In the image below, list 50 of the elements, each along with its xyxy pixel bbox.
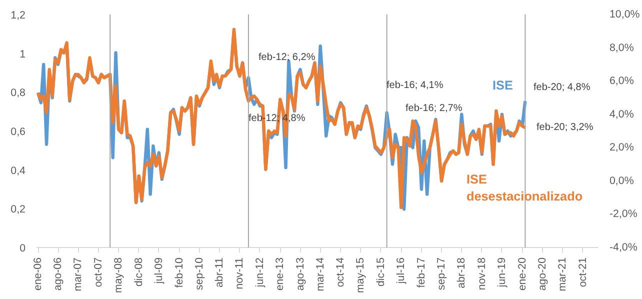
y2-tick-label: 6,0% xyxy=(610,75,634,88)
x-tick-label: nov-18 xyxy=(476,257,488,290)
y2-tick-label: 10,0% xyxy=(610,8,640,20)
y-tick-label: 0,4 xyxy=(10,164,26,177)
series-label: ISE desestacionalizado xyxy=(466,172,583,204)
x-tick-label: may-08 xyxy=(112,257,125,294)
x-tick-label: feb-10 xyxy=(173,257,186,288)
y-tick-label: 1 xyxy=(20,48,26,60)
x-tick-label: mar-21 xyxy=(556,257,569,292)
x-tick-label: oct-21 xyxy=(576,257,589,288)
x-tick-label: abr-11 xyxy=(213,257,226,288)
x-tick-label: jun-12 xyxy=(254,257,266,288)
x-tick-label: dic-15 xyxy=(374,257,387,287)
x-tick-label: jun-19 xyxy=(496,257,508,288)
x-tick-label: sep-10 xyxy=(193,257,206,290)
x-tick-label: abr-18 xyxy=(456,257,468,288)
x-tick-label: jul-09 xyxy=(152,257,165,285)
y2-tick-label: -2,0% xyxy=(610,208,638,220)
y2-tick-label: 8,0% xyxy=(610,42,634,54)
x-tick-label: ago-13 xyxy=(294,257,306,291)
annotation: feb-16; 4,1% xyxy=(386,80,444,91)
annotation: feb-12; 6,2% xyxy=(258,52,316,63)
x-tick-label: ago-06 xyxy=(52,257,64,291)
x-tick-label: feb-17 xyxy=(415,257,428,288)
x-tick-label: mar-14 xyxy=(314,257,326,292)
x-tick-label: ago-20 xyxy=(536,257,548,291)
y-tick-label: 0,8 xyxy=(10,87,26,100)
x-tick-label: oct-14 xyxy=(334,257,347,288)
x-tick-label: dic-08 xyxy=(132,257,145,287)
annotation: feb-20; 3,2% xyxy=(536,122,594,133)
x-tick-label: ene-20 xyxy=(516,257,528,291)
x-tick-label: jul-16 xyxy=(395,257,408,285)
y-tick-label: 0,2 xyxy=(10,204,26,216)
x-tick-label: ene-13 xyxy=(274,257,286,291)
y2-tick-label: 4,0% xyxy=(610,108,634,120)
y2-tick-label: -4,0% xyxy=(610,242,638,254)
annotation: feb-16; 2,7% xyxy=(406,103,462,114)
x-tick-label: sep-17 xyxy=(436,257,448,290)
y-tick-label: 1,2 xyxy=(10,10,26,22)
y-tick-label: 0 xyxy=(20,242,26,254)
y-tick-label: 0,6 xyxy=(10,126,26,138)
y2-tick-label: 2,0% xyxy=(610,142,634,154)
series-label: ISE xyxy=(492,78,513,92)
y2-tick-label: 0,0% xyxy=(610,174,634,187)
x-tick-label: mar-07 xyxy=(72,257,84,292)
x-tick-label: oct-07 xyxy=(92,257,104,288)
x-tick-label: nov-11 xyxy=(234,257,246,290)
x-tick-label: ene-06 xyxy=(32,257,44,291)
annotation: feb-20; 4,8% xyxy=(534,82,590,93)
x-tick-label: may-15 xyxy=(354,257,367,294)
